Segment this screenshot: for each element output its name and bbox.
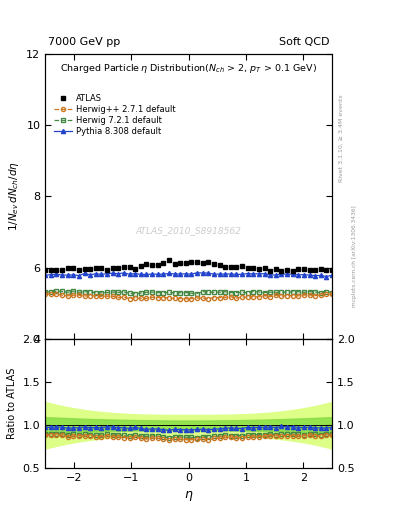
Herwig++ 2.7.1 default (240, 294, 244, 300)
Text: mcplots.cern.ch [arXiv:1306.3436]: mcplots.cern.ch [arXiv:1306.3436] (352, 205, 357, 307)
ATLAS (268, 268, 273, 274)
Line: ATLAS: ATLAS (43, 258, 334, 273)
Text: Soft QCD: Soft QCD (279, 37, 329, 47)
Herwig 7.2.1 default (240, 289, 244, 295)
Herwig++ 2.7.1 default (150, 294, 154, 301)
Pythia 8.308 default (65, 272, 70, 278)
Herwig 7.2.1 default (228, 290, 233, 296)
Herwig 7.2.1 default (330, 289, 334, 295)
Pythia 8.308 default (324, 273, 329, 280)
Text: ATLAS_2010_S8918562: ATLAS_2010_S8918562 (136, 226, 242, 235)
ATLAS (184, 260, 188, 266)
Herwig++ 2.7.1 default (71, 292, 76, 298)
Herwig++ 2.7.1 default (228, 294, 233, 300)
ATLAS (43, 267, 48, 273)
Pythia 8.308 default (144, 271, 149, 278)
Y-axis label: Ratio to ATLAS: Ratio to ATLAS (7, 368, 17, 439)
Herwig 7.2.1 default (155, 290, 160, 296)
Herwig++ 2.7.1 default (43, 291, 48, 297)
Herwig 7.2.1 default (189, 290, 194, 296)
Herwig 7.2.1 default (206, 289, 211, 295)
Pythia 8.308 default (178, 271, 183, 277)
Herwig++ 2.7.1 default (206, 296, 211, 302)
Herwig 7.2.1 default (133, 290, 138, 296)
Pythia 8.308 default (234, 271, 239, 278)
Herwig 7.2.1 default (65, 289, 70, 295)
Pythia 8.308 default (43, 272, 48, 279)
Herwig 7.2.1 default (43, 289, 48, 295)
Pythia 8.308 default (330, 272, 334, 279)
Line: Herwig++ 2.7.1 default: Herwig++ 2.7.1 default (43, 292, 334, 301)
Pythia 8.308 default (223, 271, 228, 277)
ATLAS (223, 264, 228, 270)
ATLAS (234, 264, 239, 270)
Herwig++ 2.7.1 default (330, 291, 334, 297)
ATLAS (200, 260, 205, 266)
ATLAS (330, 267, 334, 273)
Text: Charged Particle$\,\eta$ Distribution($N_{ch}$ > 2, $p_{T}$ > 0.1 GeV): Charged Particle$\,\eta$ Distribution($N… (60, 62, 317, 75)
Herwig++ 2.7.1 default (200, 295, 205, 301)
Text: 7000 GeV pp: 7000 GeV pp (48, 37, 120, 47)
Line: Pythia 8.308 default: Pythia 8.308 default (43, 271, 334, 279)
Pythia 8.308 default (195, 270, 199, 276)
Herwig++ 2.7.1 default (184, 295, 188, 302)
X-axis label: $\eta$: $\eta$ (184, 489, 193, 503)
Line: Herwig 7.2.1 default: Herwig 7.2.1 default (43, 289, 334, 295)
Pythia 8.308 default (200, 270, 205, 276)
Herwig++ 2.7.1 default (48, 291, 53, 297)
Legend: ATLAS, Herwig++ 2.7.1 default, Herwig 7.2.1 default, Pythia 8.308 default: ATLAS, Herwig++ 2.7.1 default, Herwig 7.… (52, 92, 177, 138)
ATLAS (167, 258, 171, 264)
ATLAS (144, 261, 149, 267)
ATLAS (65, 265, 70, 271)
Y-axis label: $1/N_{ev}\,dN_{ch}/d\eta$: $1/N_{ev}\,dN_{ch}/d\eta$ (7, 161, 21, 231)
Text: Rivet 3.1.10, ≥ 3.4M events: Rivet 3.1.10, ≥ 3.4M events (339, 94, 344, 182)
Herwig 7.2.1 default (71, 288, 76, 294)
